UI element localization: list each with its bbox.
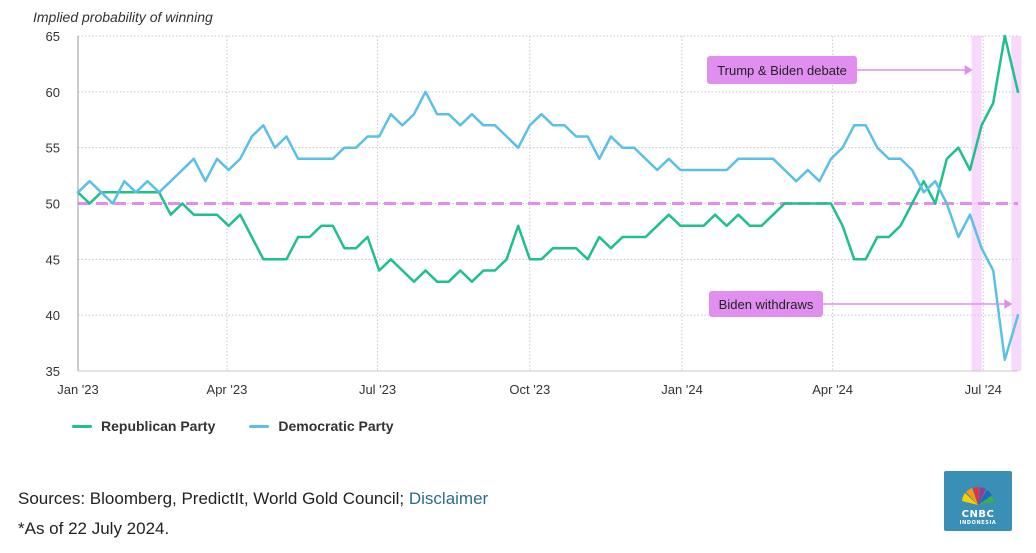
annotation-label: Biden withdraws bbox=[719, 297, 814, 312]
legend-item-democratic[interactable]: Democratic Party bbox=[249, 418, 394, 434]
legend-item-republican[interactable]: Republican Party bbox=[72, 418, 215, 434]
logo-subtitle: INDONESIA bbox=[959, 520, 997, 526]
y-tick-label: 60 bbox=[46, 85, 60, 100]
y-tick-label: 35 bbox=[46, 364, 60, 379]
x-tick-label: Jan '23 bbox=[57, 382, 99, 397]
y-axis-label: Implied probability of winning bbox=[33, 9, 213, 25]
annotation-0: Trump & Biden debate bbox=[707, 56, 973, 84]
x-tick-label: Apr '24 bbox=[812, 382, 853, 397]
as-of-note: *As of 22 July 2024. bbox=[18, 519, 170, 538]
legend-label-democratic: Democratic Party bbox=[278, 418, 394, 434]
disclaimer-link[interactable]: Disclaimer bbox=[408, 489, 489, 508]
x-tick-label: Oct '23 bbox=[509, 382, 550, 397]
x-tick-label: Jul '23 bbox=[359, 382, 396, 397]
x-tick-label: Jan '24 bbox=[661, 382, 703, 397]
series-line-democratic bbox=[76, 90, 1020, 362]
y-tick-label: 65 bbox=[46, 29, 60, 44]
x-tick-label: Apr '23 bbox=[207, 382, 248, 397]
series-lines bbox=[76, 34, 1020, 362]
annotation-arrow-head bbox=[964, 65, 973, 75]
legend: Republican Party Democratic Party bbox=[72, 418, 394, 434]
legend-swatch-republican bbox=[72, 424, 92, 428]
series-line-republican bbox=[76, 34, 1020, 283]
axes: 35 40 45 50 55 60 65 Jan '23 Apr '23 Jul '23 Oct '… bbox=[46, 29, 1002, 397]
annotation-box bbox=[707, 56, 857, 84]
y-tick-label: 50 bbox=[46, 197, 60, 212]
y-tick-label: 40 bbox=[46, 308, 60, 323]
logo-wordmark: CNBC bbox=[961, 509, 995, 520]
sources-text: Sources: Bloomberg, PredictIt, World Gol… bbox=[18, 489, 409, 508]
y-tick-label: 55 bbox=[46, 141, 60, 156]
annotation-box bbox=[709, 291, 823, 317]
annotation-arrow-head bbox=[1004, 299, 1013, 309]
annotation-label: Trump & Biden debate bbox=[717, 63, 847, 78]
annotations: Trump & Biden debate Biden withdraws bbox=[707, 56, 1013, 317]
peacock-icon bbox=[962, 486, 994, 505]
y-tick-label: 45 bbox=[46, 252, 60, 267]
sources-line: Sources: Bloomberg, PredictIt, World Gol… bbox=[18, 489, 488, 509]
line-chart: 35 40 45 50 55 60 65 Jan '23 Apr '23 Jul '23 Oct '… bbox=[33, 9, 1022, 397]
highlight-band-0 bbox=[971, 36, 982, 371]
legend-swatch-democratic bbox=[249, 424, 270, 428]
x-tick-label: Jul '24 bbox=[965, 382, 1002, 397]
legend-label-republican: Republican Party bbox=[101, 418, 216, 434]
annotation-1: Biden withdraws bbox=[709, 291, 1013, 317]
cnbc-indonesia-logo: CNBC INDONESIA bbox=[944, 471, 1012, 531]
